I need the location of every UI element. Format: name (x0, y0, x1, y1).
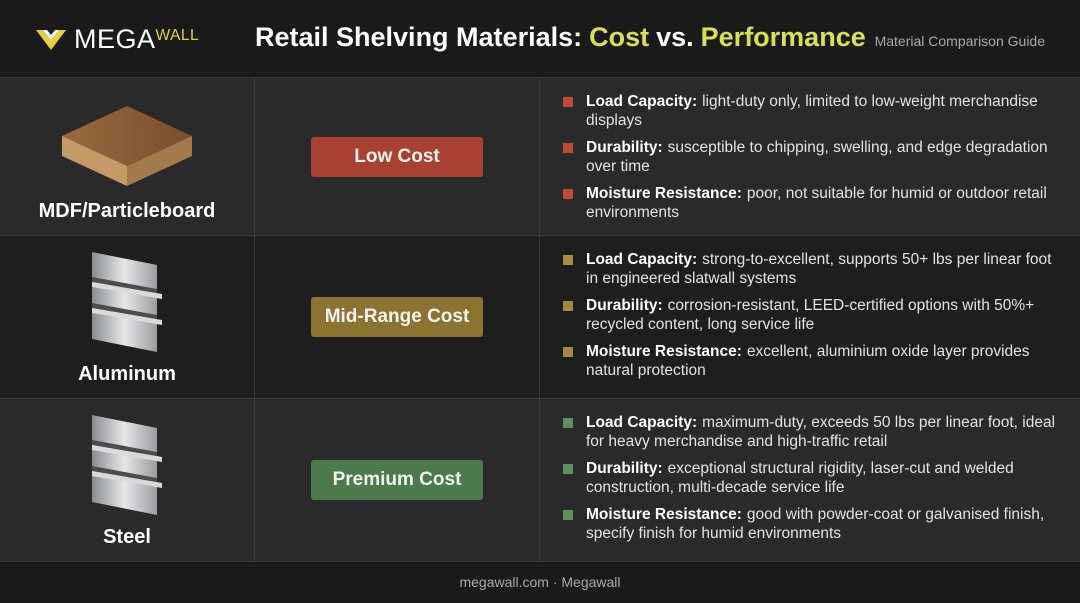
material-row: MDF/Particleboard Low Cost Load Capacity… (0, 78, 1080, 236)
cost-badge: Low Cost (311, 136, 483, 177)
detail-item: Load Capacity: light-duty only, limited t… (563, 92, 1060, 130)
logo-suffix: WALL (155, 27, 200, 44)
detail-description: corrosion-resistant, LEED-certified opti… (586, 297, 1035, 333)
detail-text: Durability: susceptible to chipping, swel… (586, 138, 1060, 176)
material-cell: Aluminum (0, 236, 255, 398)
details-cell: Load Capacity: strong-to-excellent, suppo… (540, 236, 1080, 398)
detail-item: Moisture Resistance: excellent, aluminium… (563, 342, 1060, 380)
bullet (563, 418, 573, 428)
logo-icon (36, 29, 66, 50)
slatwall-image (92, 252, 162, 352)
cost-cell: Mid-Range Cost (255, 236, 540, 398)
cost-cell: Premium Cost (255, 399, 540, 561)
detail-label: Load Capacity: (586, 93, 698, 110)
detail-description: susceptible to chipping, swelling, and e… (586, 139, 1048, 175)
detail-text: Moisture Resistance: poor, not suitable f… (586, 184, 1060, 222)
details-cell: Load Capacity: maximum-duty, exceeds 50 l… (540, 399, 1080, 561)
bullet (563, 189, 573, 199)
detail-label: Moisture Resistance: (586, 506, 742, 523)
detail-item: Durability: susceptible to chipping, swel… (563, 138, 1060, 176)
detail-text: Load Capacity: light-duty only, limited t… (586, 92, 1060, 130)
title-part: vs. (656, 22, 694, 52)
detail-label: Durability: (586, 460, 663, 477)
detail-item: Load Capacity: strong-to-excellent, suppo… (563, 250, 1060, 288)
title-part: Retail Shelving Materials: (255, 22, 583, 52)
bullet (563, 97, 573, 107)
material-row: Steel Premium Cost Load Capacity: maximum… (0, 399, 1080, 562)
detail-label: Load Capacity: (586, 251, 698, 268)
detail-label: Durability: (586, 297, 663, 314)
detail-text: Load Capacity: maximum-duty, exceeds 50 l… (586, 413, 1060, 451)
detail-label: Load Capacity: (586, 414, 698, 431)
detail-text: Load Capacity: strong-to-excellent, suppo… (586, 250, 1060, 288)
material-name: Steel (103, 526, 151, 548)
detail-description: good with powder-coat or galvanised fini… (586, 506, 1045, 542)
mdf-image (62, 106, 192, 186)
bullet (563, 143, 573, 153)
detail-label: Moisture Resistance: (586, 343, 742, 360)
details-cell: Load Capacity: light-duty only, limited t… (540, 78, 1080, 235)
cost-badge: Premium Cost (311, 460, 483, 500)
detail-description: exceptional structural rigidity, laser-c… (586, 460, 1014, 496)
detail-description: excellent, aluminium oxide layer provide… (586, 343, 1030, 379)
detail-item: Durability: corrosion-resistant, LEED-cer… (563, 296, 1060, 334)
comparison-table: MDF/Particleboard Low Cost Load Capacity… (0, 78, 1080, 562)
title-highlight: Performance (700, 22, 866, 52)
material-row: Aluminum Mid-Range Cost Load Capacity: st… (0, 236, 1080, 399)
detail-text: Durability: corrosion-resistant, LEED-cer… (586, 296, 1060, 334)
detail-item: Load Capacity: maximum-duty, exceeds 50 l… (563, 413, 1060, 451)
material-cell: MDF/Particleboard (0, 78, 255, 235)
detail-description: maximum-duty, exceeds 50 lbs per linear … (586, 414, 1056, 450)
cost-badge: Mid-Range Cost (311, 297, 483, 337)
bullet (563, 347, 573, 357)
material-name: MDF/Particleboard (38, 200, 216, 222)
bullet (563, 255, 573, 265)
logo: MEGA WALL (34, 24, 199, 55)
header: MEGA WALL Retail Shelving Materials: Cost v… (0, 0, 1080, 78)
detail-label: Durability: (586, 139, 663, 156)
material-name: Aluminum (78, 363, 176, 385)
cost-cell: Low Cost (255, 78, 540, 235)
detail-description: poor, not suitable for humid or outdoor … (586, 185, 1047, 221)
bullet (563, 464, 573, 474)
footer: megawall.com · Megawall (0, 562, 1080, 602)
detail-item: Moisture Resistance: good with powder-coa… (563, 505, 1060, 543)
detail-label: Moisture Resistance: (586, 185, 742, 202)
bullet (563, 301, 573, 311)
title: Retail Shelving Materials: Cost vs. Perform… (255, 22, 873, 53)
detail-item: Durability: exceptional structural rigidi… (563, 459, 1060, 497)
detail-description: light-duty only, limited to low-weight m… (586, 93, 1038, 129)
logo-prefix: MEGA (74, 24, 156, 54)
detail-text: Durability: exceptional structural rigidi… (586, 459, 1060, 497)
detail-item: Moisture Resistance: poor, not suitable f… (563, 184, 1060, 222)
bullet (563, 510, 573, 520)
detail-text: Moisture Resistance: excellent, aluminium… (586, 342, 1060, 380)
detail-text: Moisture Resistance: good with powder-coa… (586, 505, 1060, 543)
slatwall-image (92, 415, 162, 515)
detail-description: strong-to-excellent, supports 50+ lbs pe… (586, 251, 1052, 287)
material-cell: Steel (0, 399, 255, 561)
title-highlight: Cost (589, 22, 650, 52)
subtitle: Material Comparison Guide (874, 33, 1045, 49)
